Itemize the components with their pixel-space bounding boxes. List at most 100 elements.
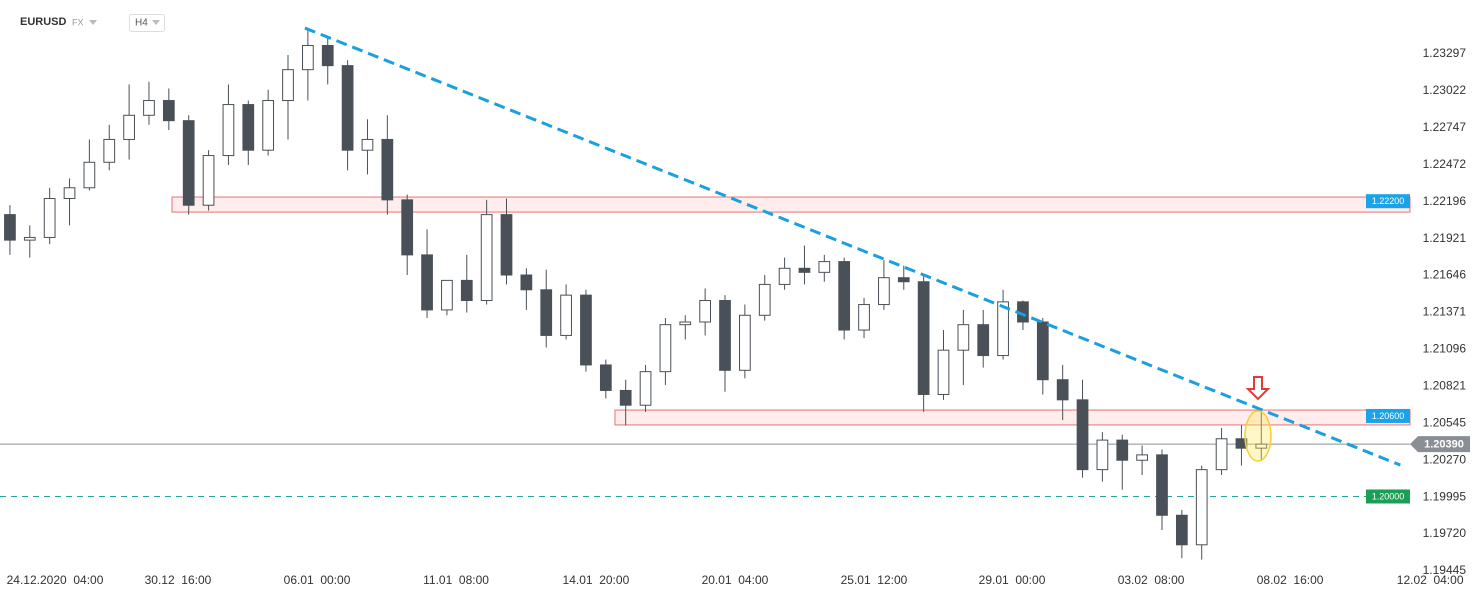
candle-body [43,198,56,238]
y-tick-label: 1.19445 [1423,563,1467,577]
y-tick-label: 1.21921 [1423,231,1467,245]
x-tick-label: 08.02 16:00 [1257,573,1324,587]
candle-body [103,138,116,163]
resistance-zone [171,196,1411,213]
candle-body [560,294,572,336]
candle-body [540,289,553,336]
x-tick-label: 12.02 04:00 [1397,573,1464,587]
x-tick-label: 30.12 16:00 [145,573,212,587]
candle-body [679,321,692,326]
symbol-dropdown[interactable] [89,20,97,25]
candle-body [1235,438,1248,449]
candle-body [302,45,314,71]
candle-body [619,389,632,406]
candle-body [460,279,473,302]
current-price-tag [1410,436,1470,453]
candle-body [1255,443,1268,449]
candle-body [222,104,235,157]
candle-body [758,283,771,316]
candle-body [1156,454,1168,516]
candle-body [897,277,910,283]
y-tick-label: 1.20821 [1423,378,1467,392]
y-tick-label: 1.21371 [1423,305,1467,319]
candle-body [878,277,890,306]
timeframe-box[interactable] [129,14,165,32]
candle-body [1076,399,1089,471]
candle-body [23,236,36,241]
candle-body [580,294,592,366]
y-tick-label: 1.19995 [1423,489,1467,503]
candle-body [778,267,791,285]
x-tick-label: 03.02 08:00 [1118,573,1185,587]
current-price-label: 1.20390 [1424,439,1464,451]
x-tick-label: 29.01 00:00 [979,573,1046,587]
candle-body [262,100,275,151]
support-label: 1.20000 [1372,491,1405,501]
candle-body [937,349,950,395]
candle-body [977,324,990,357]
y-tick-label: 1.21646 [1423,268,1467,282]
candles [4,28,1268,560]
candle-body [838,261,851,331]
x-tick-label: 06.01 00:00 [284,573,351,587]
overlay-layer: 1.23297 1.23022 1.22747 1.22472 1.22196 1.219… [7,26,1470,587]
background-layer [0,196,1411,497]
candle-body [1036,321,1049,381]
candle-body [1195,469,1208,546]
candle-body [162,100,175,122]
candle-body [719,300,731,371]
candle-body [639,371,652,406]
candle-body [1136,454,1148,461]
level-label: 1.20600 [1372,411,1405,421]
candle-body [520,274,533,291]
y-tick-label: 1.23022 [1423,83,1467,97]
x-tick-label: 14.01 20:00 [563,573,630,587]
candle-body [123,114,135,140]
candle-body [1116,439,1129,461]
y-tick-label: 1.22196 [1423,194,1467,208]
candle-body [202,155,215,206]
candle-body [818,261,831,273]
candle-body [739,314,751,371]
candle-body [1056,379,1069,401]
y-tick-label: 1.22747 [1423,120,1467,134]
candle-body [1096,439,1109,471]
x-tick-label: 20.01 04:00 [702,573,769,587]
candle-body [83,161,96,189]
level-label: 1.22200 [1372,196,1405,206]
candle-body [321,45,334,67]
y-tick-label: 1.20545 [1423,416,1467,430]
x-tick-label: 25.01 12:00 [841,573,908,587]
timeframe-dropdown[interactable] [152,20,160,25]
trendline [304,26,1401,467]
timeframe[interactable]: H4 [135,18,148,29]
candle-body [63,187,76,200]
candle-body [341,65,354,151]
candle-body [4,214,16,241]
candle-body [858,304,870,331]
candle-body [1215,438,1228,471]
y-tick-label: 1.22472 [1423,157,1467,171]
y-tick-label: 1.19720 [1423,526,1467,540]
support-label-box [1366,489,1410,504]
candle-body [699,300,712,323]
candle-body [143,100,155,116]
candle-body [242,104,255,151]
market: FX [72,17,84,27]
candle-body [599,364,612,391]
highlight-ellipse [1244,410,1272,462]
candle-body [401,199,414,256]
y-tick-label: 1.23297 [1423,46,1467,60]
candle-body [917,281,930,395]
candle-body [659,324,672,373]
symbol[interactable]: EURUSD [20,16,67,28]
candle-body [441,279,453,311]
candle-body [282,69,294,102]
level-label-box [1366,194,1410,209]
candle-body [997,301,1009,357]
candle-body [957,324,970,351]
y-tick-label: 1.20270 [1423,452,1467,466]
level-label-box [1366,408,1410,423]
